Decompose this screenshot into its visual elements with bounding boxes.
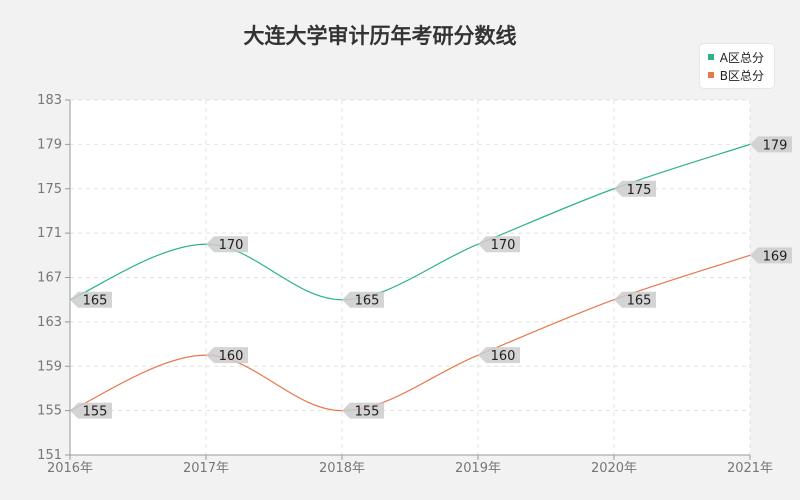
data-label: 170: [491, 238, 516, 253]
y-tick-label: 167: [37, 271, 62, 286]
legend: A区总分 B区总分: [699, 44, 774, 88]
legend-item-b[interactable]: B区总分: [707, 66, 764, 84]
data-label-tag: [478, 347, 520, 364]
data-label: 169: [763, 249, 788, 264]
data-label-tag: [478, 236, 520, 253]
y-tick-label: 163: [37, 315, 62, 330]
chart-title: 大连大学审计历年考研分数线: [243, 24, 517, 48]
data-label: 165: [355, 294, 380, 309]
x-tick-label: 2020年: [591, 461, 637, 476]
x-tick-label: 2018年: [319, 461, 365, 476]
data-label-tag: [206, 236, 248, 253]
x-tick-label: 2021年: [727, 461, 773, 476]
legend-label-a: A区总分: [719, 50, 764, 65]
data-label-tag: [342, 402, 384, 419]
data-label: 165: [627, 294, 652, 309]
data-label-tag: [614, 180, 656, 197]
data-label: 160: [219, 349, 244, 364]
y-tick-label: 155: [37, 404, 62, 419]
data-label: 175: [627, 183, 652, 198]
x-tick-label: 2019年: [455, 461, 501, 476]
data-label-tag: [70, 402, 112, 419]
data-label-tag: [614, 291, 656, 308]
legend-swatch-b: [707, 72, 714, 78]
data-label: 160: [491, 349, 516, 364]
data-label: 155: [83, 405, 108, 420]
data-label-tag: [750, 136, 792, 153]
y-tick-label: 159: [37, 359, 62, 374]
data-label: 155: [355, 405, 380, 420]
y-tick-label: 171: [37, 226, 62, 241]
y-tick-label: 151: [37, 448, 62, 463]
x-tick-label: 2016年: [47, 461, 93, 476]
legend-swatch-a: [707, 54, 714, 60]
y-tick-label: 175: [37, 182, 62, 197]
legend-item-a[interactable]: A区总分: [707, 48, 764, 66]
data-label-tag: [342, 291, 384, 308]
y-tick-label: 179: [37, 137, 62, 152]
data-label-tag: [70, 291, 112, 308]
x-tick-label: 2017年: [183, 461, 229, 476]
data-label: 179: [763, 138, 788, 153]
data-label-tag: [750, 247, 792, 264]
legend-label-b: B区总分: [719, 68, 764, 83]
data-label-tag: [206, 347, 248, 364]
data-label: 165: [83, 294, 108, 309]
data-label: 170: [219, 238, 244, 253]
y-tick-label: 183: [37, 93, 62, 108]
